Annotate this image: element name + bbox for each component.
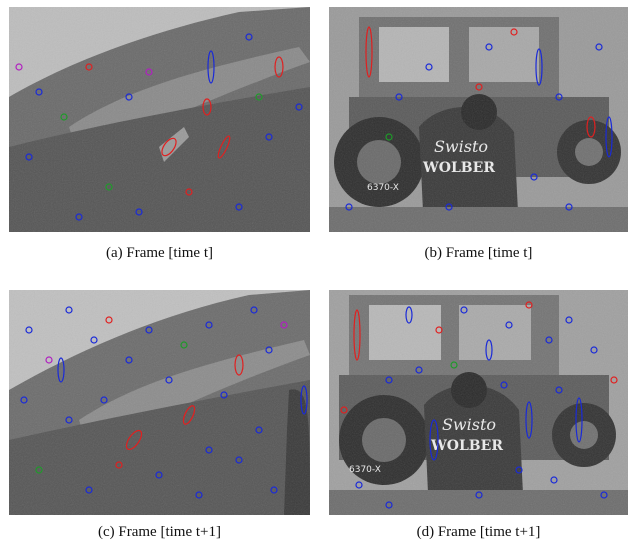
- car-plate-text: 6370-X: [367, 183, 399, 193]
- panel-c-image: [9, 290, 310, 515]
- panel-c-caption: (c) Frame [time t+1]: [98, 524, 221, 540]
- car-brand-text: WOLBER: [430, 438, 503, 454]
- panel-a-caption: (a) Frame [time t]: [105, 245, 214, 261]
- panel-d-image: Swisto WOLBER 6370-X: [329, 290, 628, 515]
- car-plate-text: 6370-X: [349, 465, 381, 475]
- panel-b-image: Swisto WOLBER 6370-X: [329, 7, 628, 232]
- panel-d-caption: (d) Frame [time t+1]: [416, 524, 541, 540]
- panel-b-caption: (b) Frame [time t]: [424, 245, 533, 261]
- panel-a-image: [9, 7, 310, 232]
- car-brand-text: WOLBER: [422, 160, 495, 176]
- car-logo-text: Swisto: [434, 137, 488, 156]
- car-logo-text: Swisto: [442, 415, 496, 434]
